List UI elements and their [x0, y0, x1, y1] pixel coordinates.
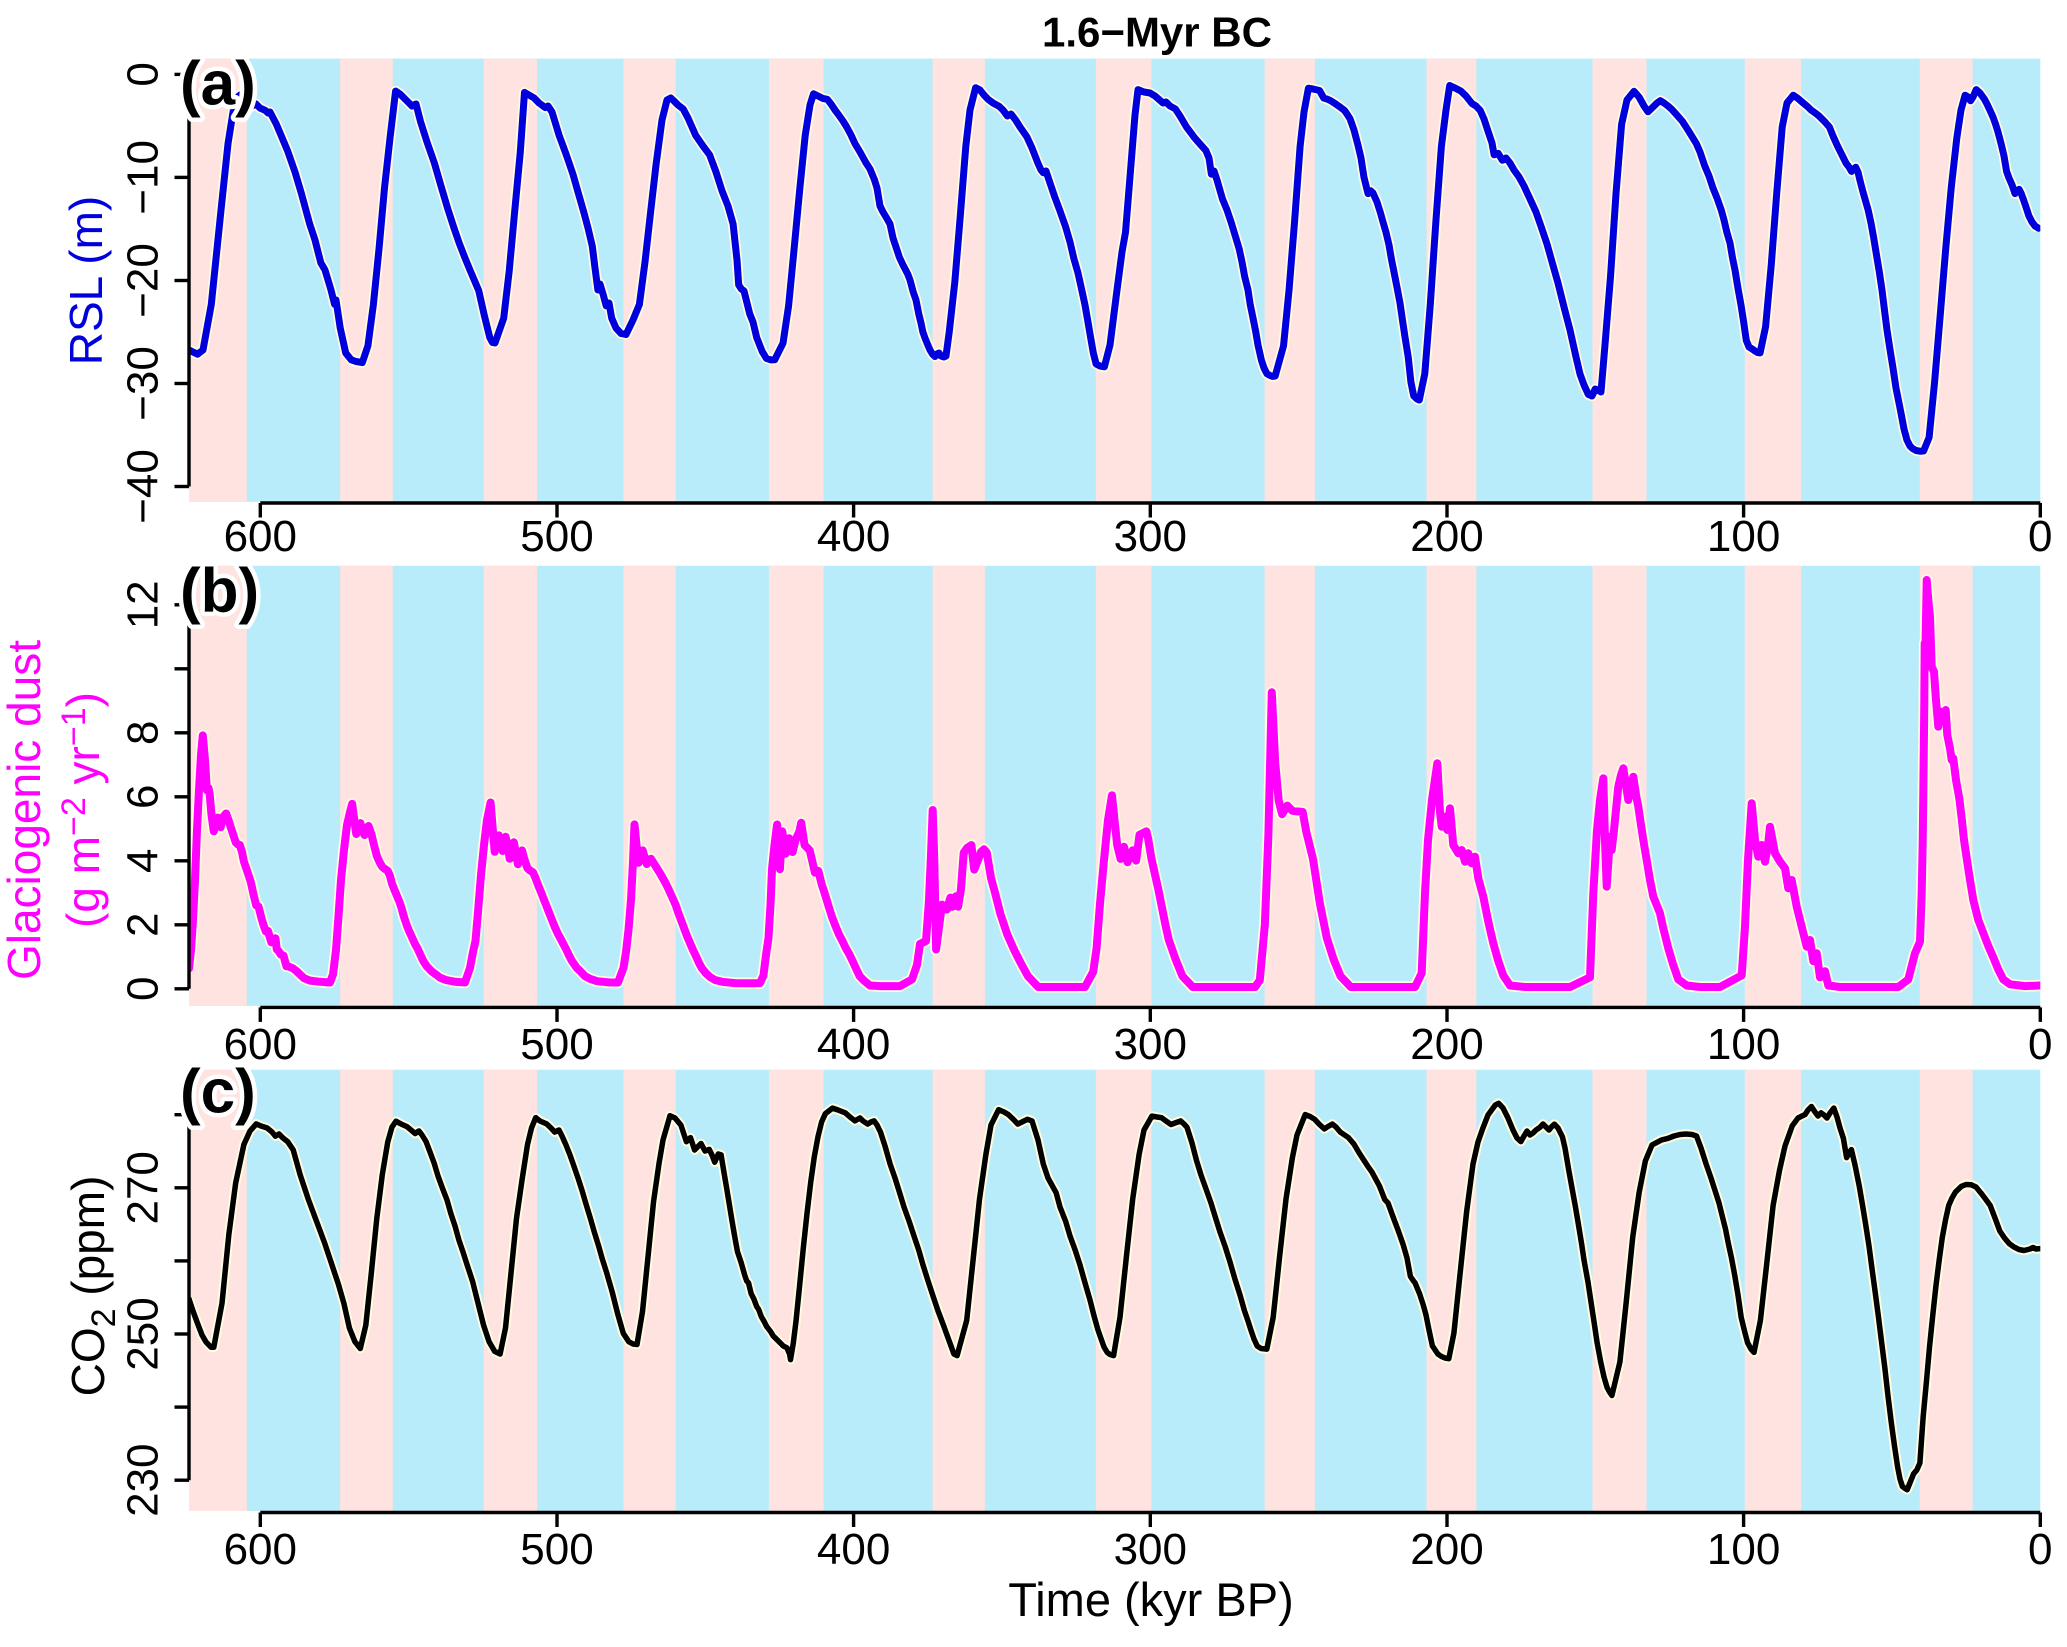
svg-text:(b): (b): [180, 557, 259, 626]
svg-text:0: 0: [2028, 1525, 2052, 1574]
svg-text:200: 200: [1410, 1525, 1483, 1574]
svg-text:500: 500: [520, 512, 593, 561]
svg-text:−40: −40: [119, 449, 168, 524]
svg-text:8: 8: [119, 721, 168, 745]
svg-text:Glaciogenic dust: Glaciogenic dust: [0, 640, 50, 980]
svg-text:−10: −10: [119, 140, 168, 215]
svg-text:230: 230: [119, 1443, 168, 1516]
svg-text:4: 4: [119, 849, 168, 873]
svg-text:1.6−Myr BC: 1.6−Myr BC: [1042, 9, 1272, 56]
svg-text:12: 12: [119, 580, 168, 629]
svg-text:600: 600: [224, 512, 297, 561]
svg-text:500: 500: [520, 1020, 593, 1069]
svg-text:(c): (c): [180, 1057, 256, 1126]
svg-text:300: 300: [1114, 1020, 1187, 1069]
svg-text:−20: −20: [119, 243, 168, 318]
svg-text:250: 250: [119, 1297, 168, 1370]
svg-text:6: 6: [119, 785, 168, 809]
svg-text:2: 2: [119, 913, 168, 937]
svg-text:600: 600: [224, 1020, 297, 1069]
svg-text:Time (kyr BP): Time (kyr BP): [1008, 1573, 1293, 1626]
svg-text:400: 400: [817, 512, 890, 561]
svg-text:0: 0: [119, 977, 168, 1001]
svg-text:300: 300: [1114, 512, 1187, 561]
svg-text:0: 0: [2028, 1020, 2052, 1069]
svg-text:−30: −30: [119, 346, 168, 421]
svg-text:100: 100: [1707, 1525, 1780, 1574]
svg-text:0: 0: [119, 62, 168, 86]
svg-text:100: 100: [1707, 512, 1780, 561]
svg-text:400: 400: [817, 1020, 890, 1069]
svg-text:200: 200: [1410, 512, 1483, 561]
svg-text:600: 600: [224, 1525, 297, 1574]
svg-text:200: 200: [1410, 1020, 1483, 1069]
svg-text:300: 300: [1114, 1525, 1187, 1574]
svg-text:RSL (m): RSL (m): [60, 196, 112, 366]
svg-text:CO2 (ppm): CO2 (ppm): [62, 1176, 123, 1397]
svg-text:100: 100: [1707, 1020, 1780, 1069]
svg-text:270: 270: [119, 1151, 168, 1224]
svg-text:0: 0: [2028, 512, 2052, 561]
svg-text:400: 400: [817, 1525, 890, 1574]
svg-text:(a): (a): [180, 50, 256, 119]
svg-text:500: 500: [520, 1525, 593, 1574]
